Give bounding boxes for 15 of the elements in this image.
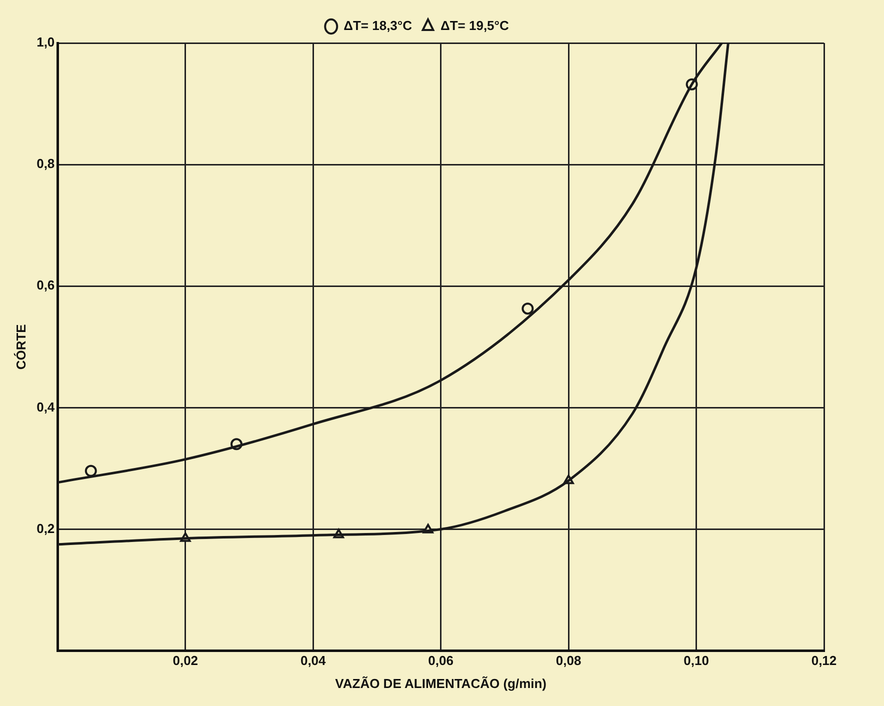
y-tick-label: 0,8 xyxy=(36,156,55,172)
y-axis-title: CÓRTE xyxy=(13,324,28,370)
x-tick-label: 0,04 xyxy=(300,653,327,668)
y-tick-label: 1,0 xyxy=(36,34,55,50)
x-tick-label: 0,12 xyxy=(811,653,837,668)
y-tick-label: 0,6 xyxy=(36,278,55,293)
y-tick-label: 0,2 xyxy=(36,520,55,536)
x-tick-label: 0,02 xyxy=(172,653,198,668)
legend-label: ΔT= 18,3°C xyxy=(344,18,413,34)
legend-label: ΔT= 19,5°C xyxy=(440,18,510,34)
y-tick-label: 0,4 xyxy=(36,399,56,414)
x-tick-label: 0,08 xyxy=(556,653,582,668)
x-axis-title: VAZÃO DE ALIMENTACÃO (g/min) xyxy=(335,676,547,691)
x-tick-label: 0,10 xyxy=(684,653,709,668)
x-tick-label: 0,06 xyxy=(428,653,454,668)
